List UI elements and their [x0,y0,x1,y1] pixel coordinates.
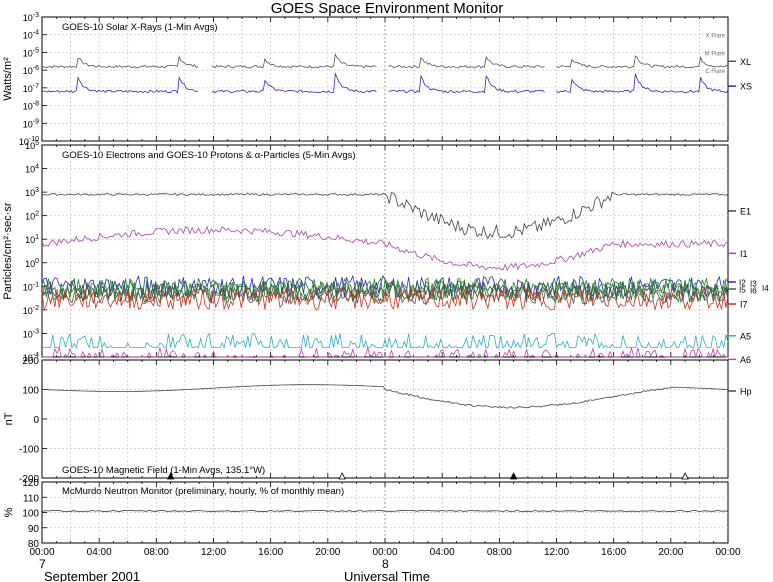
y-tick-label: 10-7 [23,83,39,94]
x-axis-label: Universal Time [344,569,430,582]
series-label-E1: E1 [740,206,751,216]
y-tick-label: 10-6 [23,65,39,76]
y-tick-label: 90 [28,524,40,535]
y-tick-label: 104 [25,164,39,175]
y-tick-label: 110 [23,493,39,504]
panel-title: GOES-10 Electrons and GOES-10 Protons & … [62,150,356,161]
panel-2: 105 104 103 102 101 100 10-1 10-2 10-3 10-4 GOES-1… [2,140,769,365]
series-I7 [41,287,729,311]
series-label-I1: I1 [740,249,748,259]
y-tick-label: 100 [22,386,39,397]
y-tick-label: 200 [22,356,39,367]
y-tick-label: 10-10 [19,136,39,147]
day-label: 7 [39,557,46,571]
series-XL [41,53,729,69]
x-tick-label: 16:00 [601,547,626,558]
series-Hp [41,384,729,409]
y-tick-label: 10-2 [23,305,39,316]
y-tick-label: 10-1 [23,281,39,292]
y-axis-label: % [3,507,15,517]
y-tick-label: -100 [19,445,39,456]
series-label-XL: XL [740,57,751,67]
y-tick-label: 101 [25,234,39,245]
y-tick-label: 10-3 [23,328,39,339]
y-tick-label: 100 [22,509,39,520]
x-tick-label: 20:00 [315,547,340,558]
threshold-label: X Flare [706,34,726,40]
panel-title: McMurdo Neutron Monitor (preliminary, ho… [62,486,344,497]
y-tick-label: 0 [33,415,39,426]
series-neutron [41,509,729,513]
series-label-A6: A6 [740,355,751,365]
y-tick-label: 120 [22,478,39,489]
x-tick-label: 16:00 [258,547,283,558]
series-label-I3: I3 [750,279,757,288]
panel-1: 10-3 10-4 10-5 10-6 10-7 10-8 10-9 10-10 GOES-10… [2,12,752,147]
noon-marker [166,472,175,480]
x-tick-label: 00:00 [372,547,397,558]
y-tick-label: 10-9 [23,118,39,129]
panel-title: GOES-10 Magnetic Field (1-Min Avgs, 135.… [62,465,265,476]
panels-layer: 10-310-410-510-610-710-810-910-10GOES-10… [2,12,769,571]
y-tick-label: 10-3 [23,12,39,23]
panel-4: 120 110 100 90 80% McMurdo Neutron Monitor (p… [3,478,741,571]
y-tick-label: 102 [25,211,39,222]
x-tick-label: 00:00 [715,547,740,558]
y-tick-label: 80 [28,539,40,550]
x-tick-label: 08:00 [487,547,512,558]
x-tick-label: 20:00 [658,547,683,558]
series-label-I5: I5 [739,285,746,294]
series-label-Hp: Hp [740,386,752,396]
series-I6 [41,281,729,305]
series-E1 [41,191,729,240]
panel-title: GOES-10 Solar X-Rays (1-Min Avgs) [62,22,218,33]
y-tick-label: 103 [25,187,39,198]
noon-marker [338,472,346,480]
y-axis-label: nT [3,412,15,425]
series-label-A5: A5 [740,331,751,341]
series-label-I4: I4 [762,284,769,293]
series-label-I6: I6 [750,286,757,295]
noon-marker [681,472,689,480]
y-tick-label: 10-4 [23,352,39,363]
series-label-I2: I2 [739,278,746,287]
series-XS [41,72,729,94]
x-tick-label: 12:00 [544,547,569,558]
y-tick-label: 10-8 [23,101,39,112]
x-tick-label: 04:00 [430,547,455,558]
series-A6 [42,346,728,359]
y-tick-label: 10-5 [23,47,39,58]
y-tick-label: -200 [19,474,39,485]
x-tick-label: 12:00 [201,547,226,558]
series-label-I7: I7 [740,300,748,310]
x-tick-label: 08:00 [144,547,169,558]
y-tick-label: 100 [25,258,39,269]
x-tick-label: 00:00 [29,547,54,558]
noon-marker [509,472,518,480]
y-axis-label: Watts/m² [2,57,14,101]
x-tick-label: 04:00 [87,547,112,558]
y-tick-label: 10-4 [23,30,39,41]
series-A5 [41,332,729,350]
y-tick-label: 105 [25,140,39,151]
threshold-label: C Flare [705,69,725,75]
panel-3: 200 100 0 -100 -200 nT GOES-10 Magnetic Field … [3,356,752,485]
page-title: GOES Space Environment Monitor [271,0,504,17]
date-label: September 2001 [44,569,140,582]
threshold-label: M Flare [705,51,726,57]
series-I1 [41,225,729,271]
y-axis-label: Particles/cm²·sec·sr [2,202,14,300]
day-label: 8 [382,557,389,571]
series-label-XS: XS [740,82,752,92]
